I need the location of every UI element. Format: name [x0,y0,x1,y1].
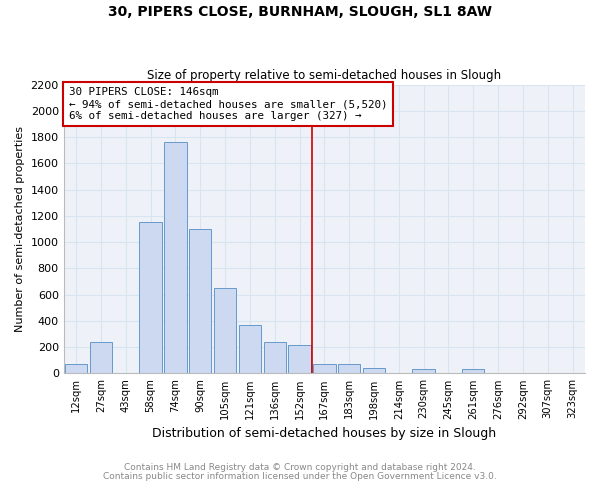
Text: 30 PIPERS CLOSE: 146sqm
← 94% of semi-detached houses are smaller (5,520)
6% of : 30 PIPERS CLOSE: 146sqm ← 94% of semi-de… [69,88,388,120]
Title: Size of property relative to semi-detached houses in Slough: Size of property relative to semi-detach… [147,69,502,82]
Bar [164,142,187,374]
Text: Contains public sector information licensed under the Open Government Licence v3: Contains public sector information licen… [103,472,497,481]
Bar [338,364,361,374]
Bar [462,370,484,374]
Bar [289,344,311,374]
Bar [313,364,335,374]
Y-axis label: Number of semi-detached properties: Number of semi-detached properties [15,126,25,332]
Text: Contains HM Land Registry data © Crown copyright and database right 2024.: Contains HM Land Registry data © Crown c… [124,464,476,472]
Text: 30, PIPERS CLOSE, BURNHAM, SLOUGH, SL1 8AW: 30, PIPERS CLOSE, BURNHAM, SLOUGH, SL1 8… [108,5,492,19]
Bar [363,368,385,374]
Bar [263,342,286,374]
Bar [90,342,112,374]
Bar [412,370,435,374]
X-axis label: Distribution of semi-detached houses by size in Slough: Distribution of semi-detached houses by … [152,427,496,440]
Bar [139,222,162,374]
Bar [189,229,211,374]
Bar [239,325,261,374]
Bar [65,364,87,374]
Bar [214,288,236,374]
